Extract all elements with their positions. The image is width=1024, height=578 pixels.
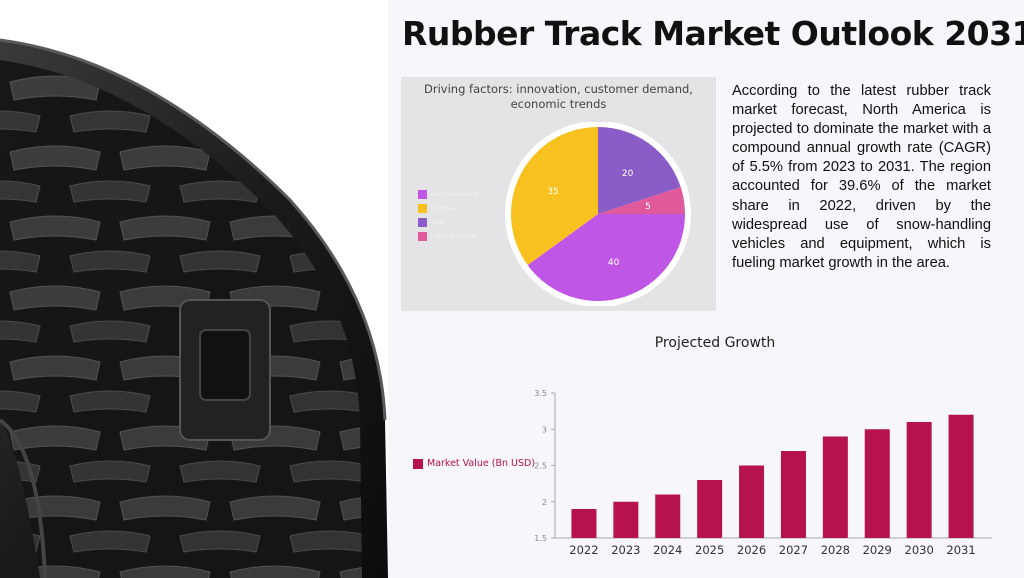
bar-2024 — [655, 494, 681, 538]
legend-label-north-america: North America — [431, 190, 479, 198]
y-tick-label: 2 — [542, 498, 547, 507]
bar-2031 — [948, 414, 974, 538]
pie-label-north-america: 40 — [608, 258, 620, 268]
pie-legend-item: Asia — [418, 215, 478, 229]
bar-chart-title: Projected Growth — [654, 335, 776, 351]
pie-label-europe: 35 — [547, 187, 558, 197]
bar-2023 — [613, 501, 639, 538]
pie-legend: North America Europe Asia Latin America — [418, 187, 478, 243]
bar-chart: 1.5 2 2.5 3 3.5 2022 2023 2024 2025 2026 2027 2028 2… — [534, 389, 992, 557]
y-tick-label: 3.5 — [534, 389, 547, 398]
x-tick-label: 2024 — [653, 543, 682, 557]
pie-slice-north-america — [527, 214, 685, 301]
x-tick-label: 2022 — [569, 543, 598, 557]
pie-chart: 20 5 40 35 — [505, 122, 691, 306]
pie-legend-item: Europe — [418, 201, 478, 215]
pie-legend-item: Latin America — [418, 229, 478, 243]
bar-2030 — [906, 422, 932, 538]
bar-legend: Market Value (Bn USD) — [413, 458, 535, 469]
x-tick-label: 2031 — [946, 543, 975, 557]
bar-2025 — [697, 480, 723, 538]
pie-chart-title: Driving factors: innovation, customer de… — [424, 82, 693, 111]
pie-slice-latin-america — [598, 187, 685, 214]
bar-2028 — [822, 436, 848, 538]
x-tick-label: 2027 — [779, 543, 808, 557]
x-tick-label: 2026 — [737, 543, 766, 557]
rubber-track-icon — [0, 38, 388, 578]
bar-legend-label: Market Value (Bn USD) — [427, 458, 536, 469]
legend-swatch-north-america — [418, 189, 427, 199]
bar-2029 — [864, 429, 890, 538]
bar-legend-swatch — [413, 458, 423, 469]
market-description: According to the latest rubber track mar… — [732, 83, 991, 271]
y-tick-label: 1.5 — [534, 534, 547, 543]
x-tick-label: 2023 — [611, 543, 640, 557]
bar-2027 — [780, 451, 806, 538]
y-tick-label: 2.5 — [534, 462, 547, 471]
x-tick-label: 2029 — [863, 543, 892, 557]
legend-swatch-europe — [418, 203, 427, 213]
rubber-track-image — [0, 0, 388, 578]
pie-chart-card: Driving factors: innovation, customer de… — [401, 77, 716, 311]
legend-swatch-asia — [418, 217, 427, 227]
pie-legend-item: North America — [418, 187, 478, 201]
pie-slice-asia — [598, 127, 681, 214]
y-tick-label: 3 — [542, 425, 547, 434]
pie-slice-europe — [511, 127, 598, 266]
x-tick-label: 2030 — [905, 543, 934, 557]
bar-2022 — [571, 509, 597, 538]
legend-label-asia: Asia — [431, 218, 445, 226]
legend-label-europe: Europe — [431, 204, 454, 212]
legend-label-latin-america: Latin America — [431, 232, 476, 240]
pie-label-asia: 20 — [622, 169, 634, 179]
bar-2026 — [739, 465, 765, 538]
x-tick-label: 2025 — [695, 543, 724, 557]
legend-swatch-latin-america — [418, 231, 427, 241]
page-title: Rubber Track Market Outlook 2031 — [402, 14, 1024, 53]
pie-label-latin-america: 5 — [645, 202, 651, 212]
x-tick-label: 2028 — [821, 543, 850, 557]
